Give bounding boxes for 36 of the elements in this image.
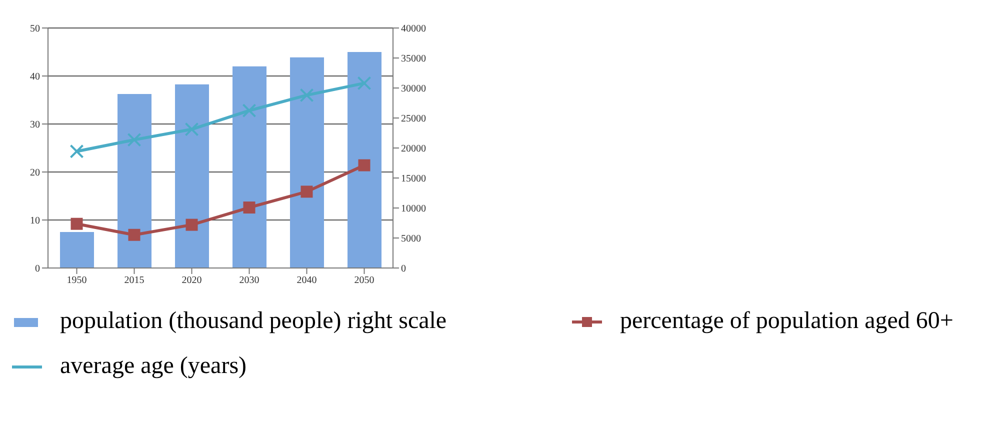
y-tick-label: 30 (30, 120, 40, 131)
point (243, 202, 256, 214)
y-tick-label: 0 (35, 264, 40, 275)
bar (60, 232, 94, 268)
y2-tick-label: 30000 (401, 84, 426, 95)
point (128, 228, 140, 241)
bar (348, 52, 382, 268)
y2-tick-label: 15000 (401, 174, 426, 185)
bar (118, 94, 152, 268)
x-tick-label: 2030 (239, 275, 260, 286)
y-tick-label: 50 (30, 24, 40, 35)
y-tick-label: 20 (30, 168, 40, 179)
bar (290, 57, 324, 268)
point (358, 159, 370, 172)
y2-tick-label: 10000 (401, 204, 426, 215)
point (300, 186, 313, 198)
y-tick-label: 10 (30, 216, 40, 227)
y2-tick-label: 35000 (401, 54, 426, 65)
legend-label: population (thousand people) right scale (60, 308, 447, 335)
y2-tick-label: 0 (401, 264, 406, 275)
y2-tick-label: 25000 (401, 114, 426, 125)
x-tick-label: 2015 (124, 275, 144, 286)
x-tick-label: 2040 (296, 275, 317, 286)
legend-label: average age (years) (60, 353, 247, 380)
y2-tick-label: 20000 (401, 144, 426, 155)
x-tick-label: 2050 (354, 275, 374, 286)
y-tick-label: 40 (30, 72, 40, 83)
bar (232, 66, 266, 268)
legend-label: percentage of population aged 60+ (620, 308, 954, 335)
point (70, 218, 83, 230)
x-tick-label: 1950 (66, 275, 87, 286)
bar (175, 84, 209, 268)
y2-tick-label: 5000 (401, 234, 421, 245)
x-tick-label: 2020 (182, 275, 202, 286)
point (186, 218, 198, 231)
y2-tick-label: 40000 (401, 24, 426, 35)
